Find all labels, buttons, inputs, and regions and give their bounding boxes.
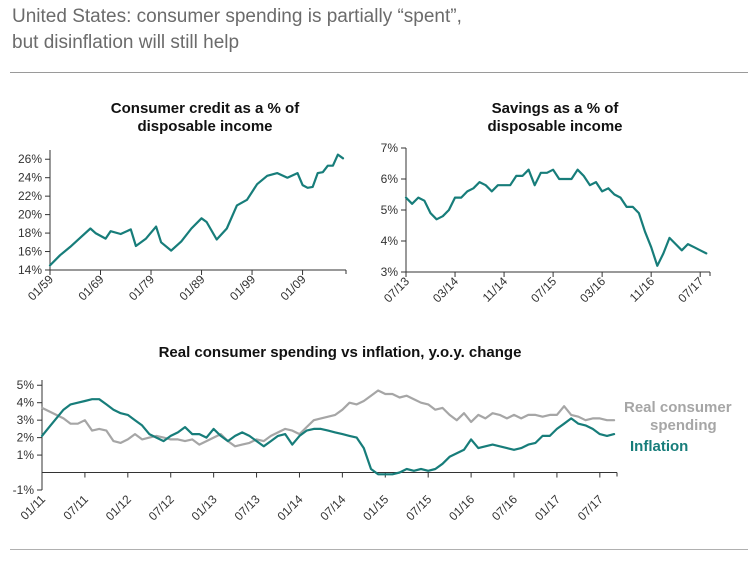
savings-chart-title-line-1: Savings as a % of xyxy=(491,100,619,117)
spending-xtick-label: 07/12 xyxy=(146,492,177,523)
spending-xtick-label: 07/16 xyxy=(489,492,520,523)
savings-chart-title: Savings as a % of disposable income xyxy=(420,100,690,136)
savings-ytick-label: 3% xyxy=(381,265,399,279)
spending-series-line-2 xyxy=(40,398,616,476)
credit-ytick-label: 18% xyxy=(18,226,42,240)
spending-xtick-label: 07/13 xyxy=(232,492,263,523)
bottom-divider xyxy=(10,549,748,550)
legend-spending-line-1: Real consumer xyxy=(624,399,732,416)
savings-ytick-label: 5% xyxy=(381,203,399,217)
spending-xtick-label: 01/12 xyxy=(103,492,134,523)
spending-xtick-label: 07/11 xyxy=(61,492,92,523)
credit-ytick-label: 14% xyxy=(18,263,42,277)
credit-chart-title-line-1: Consumer credit as a % of xyxy=(110,100,300,117)
spending-chart-title: Real consumer spending vs inflation, y.o… xyxy=(158,344,522,361)
spending-xtick-label: 01/16 xyxy=(446,492,477,523)
spending-ytick-label: -1% xyxy=(13,483,35,497)
spending-ytick-label: 2% xyxy=(17,431,35,445)
credit-chart-title-line-2: disposable income xyxy=(137,118,273,135)
spending-ytick-label: 4% xyxy=(17,396,35,410)
savings-ytick-label: 6% xyxy=(381,172,399,186)
spending-ytick-label: 3% xyxy=(17,413,35,427)
spending-xtick-label: 01/17 xyxy=(532,492,563,523)
savings-chart-title-line-2: disposable income xyxy=(487,118,623,135)
credit-series-line-1 xyxy=(48,153,345,267)
spending-xtick-label: 01/13 xyxy=(189,492,220,523)
savings-series-line-1 xyxy=(404,168,708,267)
spending-xtick-label: 07/15 xyxy=(403,492,434,523)
spending-xtick-label: 07/17 xyxy=(575,492,606,523)
spending-xtick-label: 01/15 xyxy=(360,492,391,523)
credit-ytick-label: 16% xyxy=(18,245,42,259)
spending-ytick-label: 5% xyxy=(17,378,35,392)
spending-ytick-label: 1% xyxy=(17,448,35,462)
spending-xtick-label: 07/14 xyxy=(317,492,348,523)
credit-ytick-label: 24% xyxy=(18,171,42,185)
page-title-line-2: but disinflation will still help xyxy=(12,32,240,53)
savings-ytick-label: 4% xyxy=(381,234,399,248)
credit-ytick-label: 22% xyxy=(18,189,42,203)
page-title-line-1: United States: consumer spending is part… xyxy=(12,6,462,27)
savings-ytick-label: 7% xyxy=(381,141,399,155)
legend-spending-line-2: spending xyxy=(650,417,717,434)
spending-series-line-1 xyxy=(40,389,616,448)
credit-chart-title: Consumer credit as a % of disposable inc… xyxy=(70,100,340,136)
page-title: United States: consumer spending is part… xyxy=(12,4,742,56)
top-divider xyxy=(10,72,748,73)
credit-ytick-label: 20% xyxy=(18,208,42,222)
legend-inflation: Inflation xyxy=(630,438,688,455)
credit-ytick-label: 26% xyxy=(18,152,42,166)
spending-xtick-label: 01/14 xyxy=(274,492,305,523)
